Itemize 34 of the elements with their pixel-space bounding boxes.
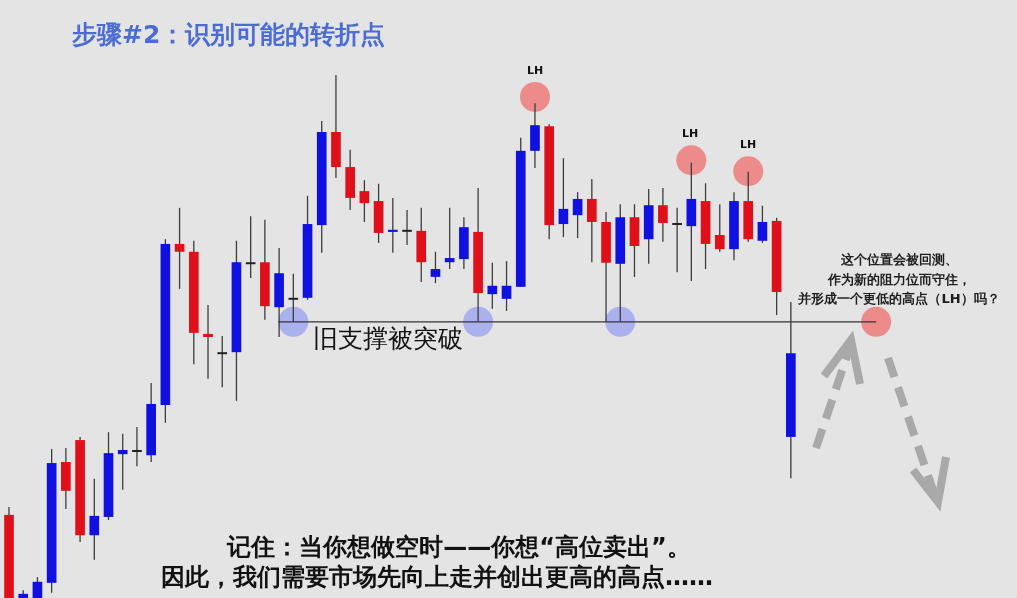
candlestick: [117, 433, 128, 491]
point: [861, 306, 892, 337]
point: [676, 145, 707, 176]
ref-line-label: 旧支撑被突破: [313, 323, 464, 353]
annotation: 这个位置会被回测、作为新的阻力位而守住，并形成一个更低的高点（LH）吗？: [797, 252, 1000, 306]
candlestick: [430, 251, 441, 284]
candlestick: [203, 304, 213, 380]
annotation: LH: [681, 127, 699, 141]
candlestick: [487, 262, 498, 310]
candlestick: [672, 207, 682, 273]
candlestick: [658, 187, 668, 243]
candlestick: [558, 157, 569, 238]
candlestick: [572, 191, 583, 239]
annotation: LH: [526, 63, 544, 77]
candlestick: [32, 576, 43, 598]
annotation: LH: [739, 138, 757, 152]
chart-title: 步骤#2：识别可能的转折点: [72, 20, 386, 49]
candlestick: [714, 203, 725, 253]
point: [519, 81, 550, 112]
candlestick: [501, 260, 512, 312]
candlestick: [757, 205, 768, 244]
annotation: 因此，我们需要市场先向上走并创出更高的高点……: [161, 563, 713, 591]
candlestick: [587, 178, 597, 263]
candlestick: [89, 478, 100, 561]
candlestick: [444, 207, 455, 270]
candlestick: [359, 179, 370, 223]
candlestick: [387, 197, 398, 254]
candlestick: [245, 215, 256, 279]
candlestick: [132, 426, 142, 467]
annotation: 记住：当你想做空时——你想“高位卖出”。: [226, 533, 691, 561]
candlestick: [217, 335, 228, 388]
candlestick: [174, 207, 185, 290]
candlestick: [402, 209, 412, 246]
point: [733, 156, 764, 187]
